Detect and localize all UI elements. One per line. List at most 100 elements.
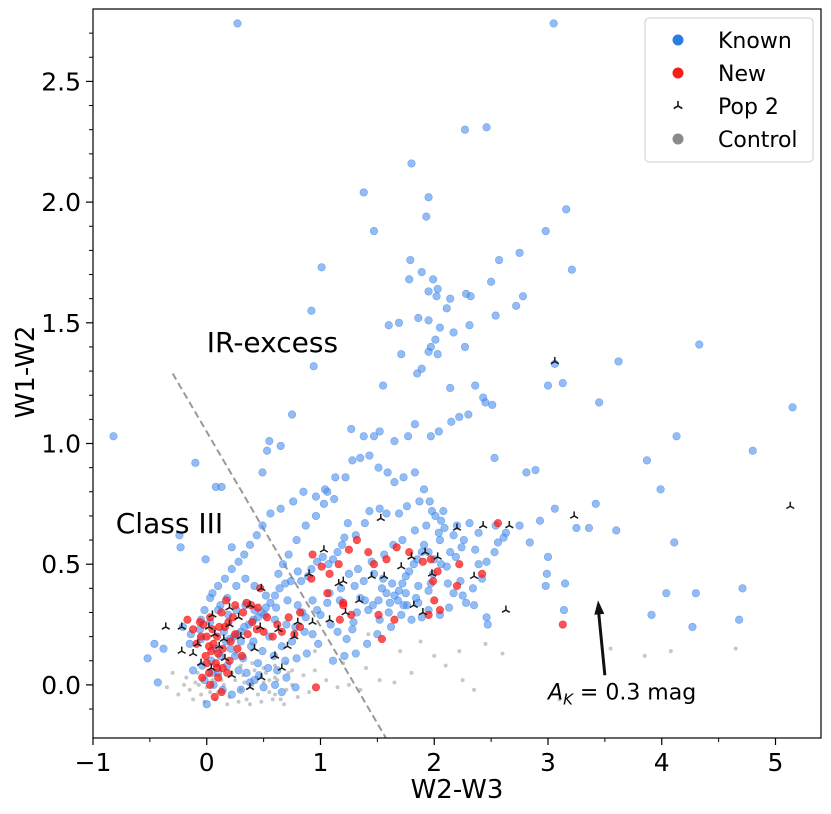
known-point <box>343 519 352 528</box>
known-point <box>202 700 211 709</box>
known-point <box>214 581 223 591</box>
known-point <box>394 509 404 518</box>
x-tick-label: 3 <box>540 748 556 777</box>
known-point <box>227 564 236 574</box>
control-point <box>164 685 169 690</box>
known-point <box>482 613 491 622</box>
known-point <box>284 550 293 559</box>
y-tick-label: 1.5 <box>41 309 81 338</box>
pop2-point <box>245 682 255 691</box>
pop2-point <box>396 562 406 570</box>
known-point <box>299 487 308 496</box>
legend-control-marker <box>672 133 684 145</box>
new-point <box>214 673 223 682</box>
known-point <box>531 465 540 475</box>
new-point <box>284 613 293 622</box>
y-tick-label: 0.0 <box>41 671 81 700</box>
pop2-point <box>427 569 437 577</box>
known-point <box>670 538 679 547</box>
control-point <box>191 697 196 702</box>
pop2-point <box>177 622 186 630</box>
pop2-point <box>569 511 579 519</box>
control-point <box>267 678 272 683</box>
known-point <box>567 265 576 274</box>
known-point <box>415 497 424 506</box>
known-point <box>270 680 280 689</box>
axis-ticks: −1 0 1 2 3 4 5 0.0 0.5 1.0 1.5 2.0 2.5 <box>41 32 783 777</box>
y-tick-label: 2.5 <box>41 67 81 96</box>
known-point <box>275 584 284 593</box>
known-point <box>446 383 455 393</box>
pop2-point <box>786 501 795 510</box>
control-point <box>358 687 363 692</box>
known-point <box>378 381 388 390</box>
new-point <box>426 555 435 564</box>
known-point <box>455 412 464 422</box>
control-point <box>364 665 368 670</box>
known-point <box>109 432 118 441</box>
extinction-arrow-head <box>594 600 605 615</box>
known-point <box>435 323 445 332</box>
known-point <box>444 603 454 612</box>
known-point <box>301 613 310 622</box>
control-point <box>196 682 201 687</box>
known-point <box>388 579 397 588</box>
known-point <box>270 591 280 600</box>
legend-known-label: Known <box>718 29 792 54</box>
new-point <box>212 663 222 673</box>
known-point <box>424 316 433 325</box>
known-point <box>432 292 441 301</box>
control-point <box>335 685 340 690</box>
known-point <box>348 456 357 465</box>
pop2-point <box>420 547 430 556</box>
pop2-point <box>334 579 343 587</box>
control-point <box>208 690 213 695</box>
control-point <box>247 702 252 707</box>
known-point <box>459 535 468 545</box>
known-point <box>353 564 363 574</box>
new-point <box>347 610 356 619</box>
known-point <box>656 485 665 494</box>
control-point <box>642 653 647 658</box>
known-point <box>340 651 349 661</box>
known-point <box>435 535 445 545</box>
known-point <box>490 548 499 557</box>
known-point <box>261 591 271 600</box>
pop2-point <box>469 571 479 580</box>
legend-pop2-label: Pop 2 <box>718 95 779 120</box>
new-point <box>323 589 332 598</box>
new-point <box>311 683 321 692</box>
new-point <box>231 601 240 610</box>
known-point <box>289 497 298 506</box>
new-point <box>202 659 211 668</box>
new-point <box>493 519 503 528</box>
known-series <box>109 19 797 709</box>
control-point <box>184 675 189 680</box>
control-point <box>472 687 477 692</box>
control-point <box>307 690 312 695</box>
known-point <box>266 509 275 518</box>
pop2-point <box>341 607 350 616</box>
control-point <box>255 692 260 697</box>
pop2-point <box>177 646 186 654</box>
known-point <box>227 690 236 699</box>
x-tick-label: −1 <box>75 748 112 777</box>
pop2-point <box>204 622 214 630</box>
known-point <box>493 538 503 547</box>
pop2-point <box>319 545 329 553</box>
known-point <box>595 398 604 407</box>
known-point <box>301 521 310 530</box>
known-point <box>734 615 744 624</box>
known-point <box>258 521 267 530</box>
y-tick-label: 0.5 <box>41 550 81 579</box>
known-point <box>273 666 282 675</box>
control-point <box>252 668 257 673</box>
known-point <box>278 560 288 569</box>
known-point <box>274 569 283 578</box>
known-point <box>265 436 274 446</box>
known-point <box>386 622 396 632</box>
control-point <box>259 699 264 704</box>
known-point <box>543 381 553 390</box>
new-point <box>225 656 234 665</box>
extinction-vector <box>594 600 607 676</box>
